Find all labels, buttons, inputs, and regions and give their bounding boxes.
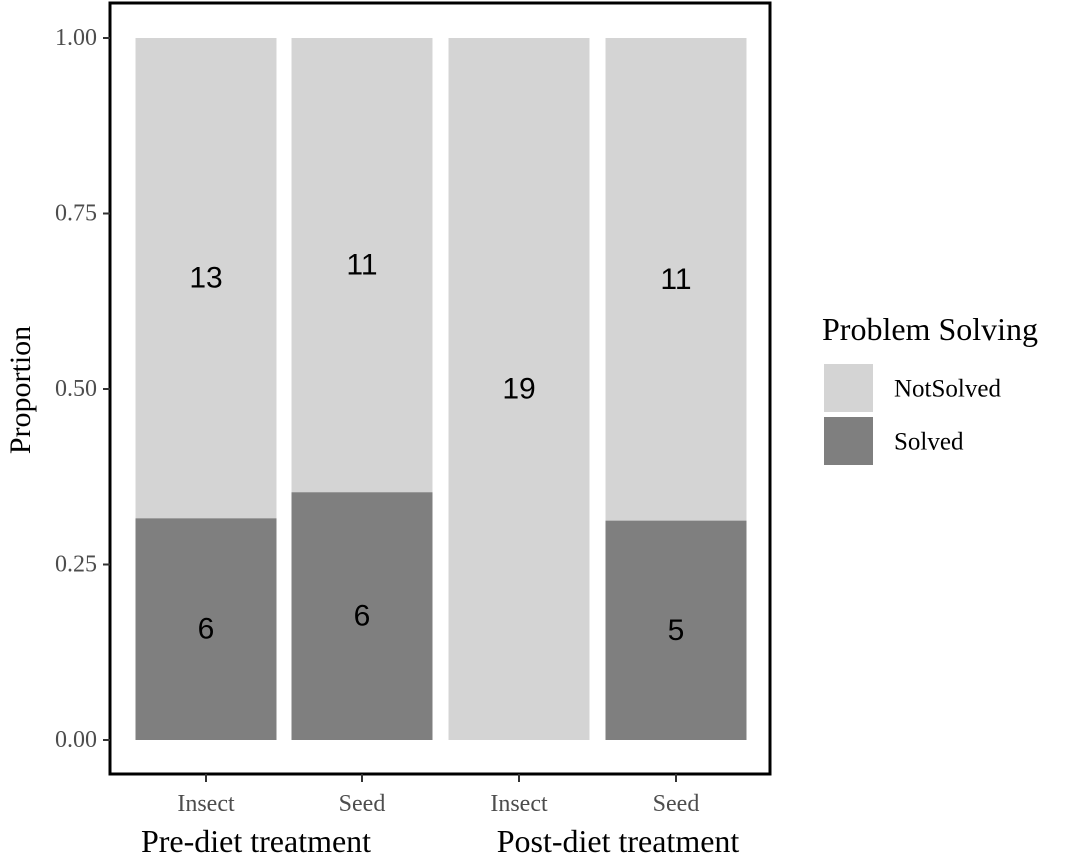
x-tick-label: Seed [653, 791, 700, 817]
y-tick-label: 1.00 [55, 25, 97, 51]
bars-layer [135, 38, 747, 740]
bar-solved [605, 520, 747, 740]
bar-solved [135, 518, 277, 740]
bar-solved [291, 492, 433, 740]
y-axis: 0.00 0.25 0.50 0.75 1.00 [55, 25, 110, 753]
x-tick-label: Insect [490, 791, 548, 817]
x-tick-label: Seed [339, 791, 386, 817]
x-group-titles: Pre-diet treatment Post-diet treatment [141, 823, 739, 858]
group-title: Pre-diet treatment [141, 823, 371, 858]
y-axis-title: Proportion [4, 326, 37, 454]
bar-notsolved [605, 38, 747, 521]
y-tick-label: 0.25 [55, 552, 97, 578]
legend-key-notsolved [824, 364, 873, 412]
y-tick-label: 0.50 [55, 376, 97, 402]
bar-label-solved: 6 [198, 613, 215, 646]
bar-label-notsolved: 11 [660, 263, 691, 296]
bar-label-notsolved: 19 [502, 373, 535, 406]
bar-label-notsolved: 13 [189, 262, 222, 295]
bar-notsolved [135, 38, 277, 519]
legend-key-solved [824, 417, 873, 465]
x-axis: Insect Seed Insect Seed [177, 774, 699, 817]
bar-notsolved [291, 38, 433, 493]
y-tick-label: 0.00 [55, 727, 97, 753]
bar-label-solved: 6 [354, 600, 371, 633]
bar-label-solved: 5 [668, 614, 685, 647]
y-tick-label: 0.75 [55, 201, 97, 227]
legend: Problem Solving NotSolved Solved [822, 311, 1038, 465]
bar-label-notsolved: 11 [346, 249, 377, 282]
legend-title: Problem Solving [822, 311, 1038, 347]
x-tick-label: Insect [177, 791, 235, 817]
bar-labels-layer: 13 6 11 6 19 11 5 [189, 249, 691, 647]
bar-notsolved [448, 38, 590, 740]
legend-label-solved: Solved [894, 429, 964, 456]
legend-label-notsolved: NotSolved [894, 376, 1001, 403]
group-title: Post-diet treatment [497, 823, 740, 858]
